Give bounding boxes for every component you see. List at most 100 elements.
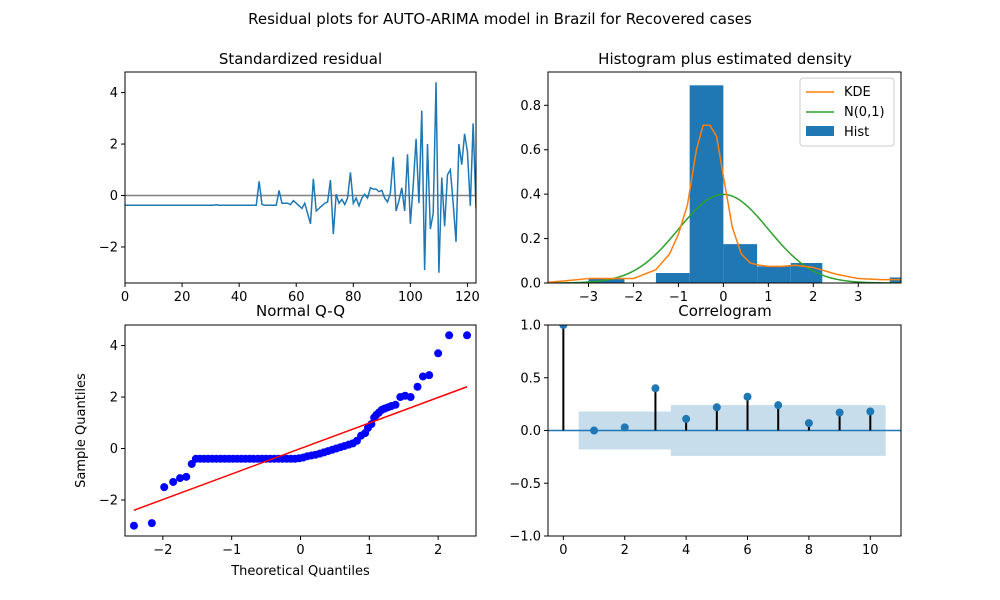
y-tick-label: −2 xyxy=(99,493,118,508)
qq-panel: Normal Q-Q −2 −1 0 1 2 −2 0 2 4 Theoretical Quan… xyxy=(74,302,477,579)
x-tick-label: 1 xyxy=(365,543,373,558)
x-tick-label: 4 xyxy=(682,543,690,558)
legend-normal-label: N(0,1) xyxy=(844,105,885,120)
qq-point xyxy=(406,393,415,402)
y-tick-label: −1.0 xyxy=(509,530,541,545)
x-tick-label: 8 xyxy=(805,543,813,558)
x-tick-label: −1 xyxy=(669,290,688,305)
x-tick-label: 0 xyxy=(296,543,304,558)
y-tick-label: 0 xyxy=(110,442,118,457)
x-tick-label: −1 xyxy=(222,543,241,558)
y-tick-label: 0.4 xyxy=(520,188,541,203)
acf-marker xyxy=(590,426,599,435)
hist-bar xyxy=(655,273,690,283)
qq-point xyxy=(391,400,400,409)
qq-point xyxy=(147,519,156,528)
qq-axes-frame xyxy=(124,324,477,537)
y-tick-label: 4 xyxy=(110,339,118,354)
qq-point xyxy=(176,474,185,483)
x-tick-label: 20 xyxy=(174,290,191,305)
residual-axes-frame xyxy=(124,71,477,284)
residual-series-line xyxy=(125,82,476,273)
histogram-axes-frame xyxy=(547,71,902,284)
y-tick-label: −2 xyxy=(99,240,118,255)
qq-point xyxy=(463,331,472,340)
y-tick-label: 1.0 xyxy=(520,319,541,334)
x-tick-label: 2 xyxy=(434,543,442,558)
qq-reference-line xyxy=(133,386,468,511)
figure-title: Residual plots for AUTO-ARIMA model in B… xyxy=(248,10,752,28)
acf-marker xyxy=(620,423,629,432)
histogram-title: Histogram plus estimated density xyxy=(598,50,852,68)
x-tick-label: 40 xyxy=(231,290,248,305)
qq-point xyxy=(445,331,454,340)
qq-point xyxy=(129,521,138,530)
legend-kde-label: KDE xyxy=(844,85,871,100)
qq-point xyxy=(413,382,422,391)
qq-ylabel: Sample Quantiles xyxy=(74,373,89,488)
x-tick-label: −2 xyxy=(153,543,172,558)
acf-marker xyxy=(743,392,752,401)
y-tick-label: −0.5 xyxy=(509,477,541,492)
correlogram-marks: 0 2 4 6 8 10 −1.0 −0.5 0.0 0.5 1.0 xyxy=(509,319,901,558)
qq-marks: −2 −1 0 1 2 −2 0 2 4 xyxy=(99,331,472,558)
x-tick-label: 2 xyxy=(621,543,629,558)
x-tick-label: −2 xyxy=(624,290,643,305)
y-tick-label: 2 xyxy=(110,391,118,406)
x-tick-label: 60 xyxy=(288,290,305,305)
residual-marks: 0 20 40 60 80 100 120 −2 0 2 4 xyxy=(99,82,480,305)
acf-marker xyxy=(559,325,568,329)
y-tick-label: 4 xyxy=(110,86,118,101)
qq-point xyxy=(434,349,443,358)
legend-hist-swatch xyxy=(806,126,834,136)
y-tick-label: 0.6 xyxy=(520,143,541,158)
acf-marker xyxy=(835,408,844,417)
y-tick-label: 0.2 xyxy=(520,232,541,247)
x-tick-label: 2 xyxy=(809,290,817,305)
qq-point xyxy=(419,372,428,381)
qq-point xyxy=(182,472,191,481)
acf-marker xyxy=(651,384,660,393)
qq-point xyxy=(160,483,169,492)
correlogram-axes-frame xyxy=(547,324,902,537)
x-tick-label: 120 xyxy=(455,290,480,305)
x-tick-label: 1 xyxy=(764,290,772,305)
residual-title: Standardized residual xyxy=(219,50,382,68)
normal-density-line xyxy=(548,193,901,283)
y-tick-label: 0 xyxy=(110,189,118,204)
histogram-legend: KDE N(0,1) Hist xyxy=(799,77,895,147)
x-tick-label: −3 xyxy=(579,290,598,305)
qq-point xyxy=(425,371,434,380)
histogram-panel: Histogram plus estimated density −3 −2 −1 0… xyxy=(520,50,902,305)
x-tick-label: 10 xyxy=(862,543,879,558)
correlogram-title: Correlogram xyxy=(678,302,771,320)
residual-panel: Standardized residual 0 20 40 60 80 100 120−20… xyxy=(99,50,480,305)
legend-hist-label: Hist xyxy=(844,125,869,140)
histogram-marks: −3 −2 −1 0 1 2 3 0.0 0.2 0.4 0.6 0.8 xyxy=(520,85,901,305)
y-tick-label: 0.5 xyxy=(520,371,541,386)
y-tick-label: 2 xyxy=(110,138,118,153)
x-tick-label: 0 xyxy=(719,290,727,305)
correlogram-panel: Correlogram 0 2 4 6 8 10 −1.0 −0.5 0.0 0.5 1.0 xyxy=(509,302,902,558)
hist-bar xyxy=(588,278,625,283)
y-tick-label: 0.8 xyxy=(520,99,541,114)
x-tick-label: 100 xyxy=(398,290,423,305)
x-tick-label: 0 xyxy=(559,543,567,558)
x-tick-label: 6 xyxy=(743,543,751,558)
acf-marker xyxy=(866,407,875,416)
x-tick-label: 80 xyxy=(345,290,362,305)
x-tick-label: 3 xyxy=(854,290,862,305)
kde-line xyxy=(548,124,901,283)
acf-marker xyxy=(774,401,783,410)
acf-marker xyxy=(682,414,691,423)
x-tick-label: 0 xyxy=(121,290,129,305)
qq-title: Normal Q-Q xyxy=(256,302,345,320)
qq-xlabel: Theoretical Quantiles xyxy=(230,564,370,579)
hist-bar xyxy=(689,85,724,283)
qq-point xyxy=(169,477,178,486)
acf-marker xyxy=(712,403,721,412)
y-tick-label: 0.0 xyxy=(520,277,541,292)
acf-marker xyxy=(804,419,813,428)
y-tick-label: 0.0 xyxy=(520,424,541,439)
